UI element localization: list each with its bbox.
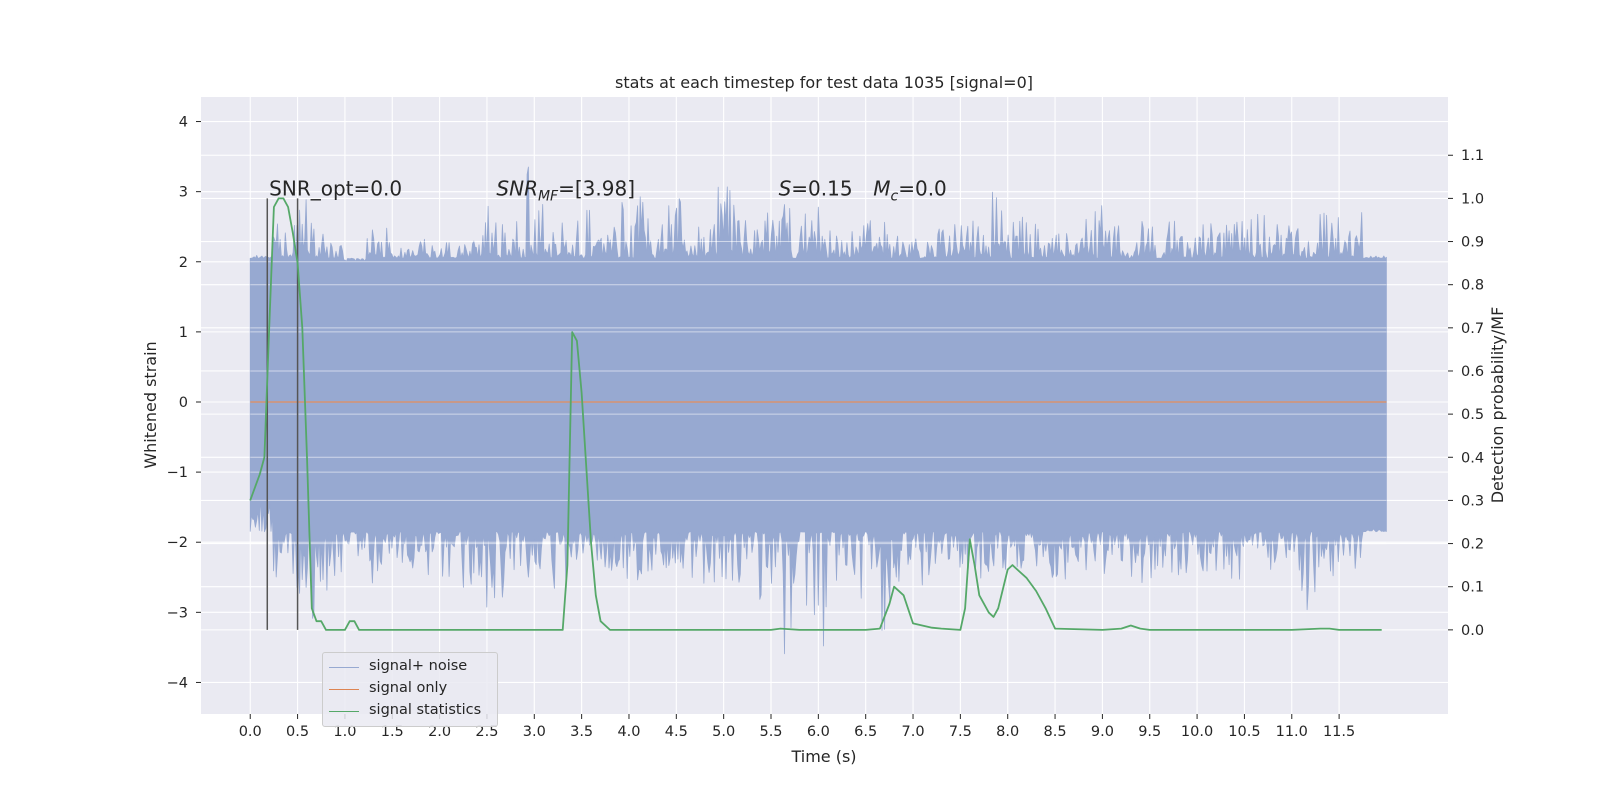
x-tick-label: 2.5: [475, 724, 498, 740]
y2-tick-label: 0.4: [1461, 450, 1484, 466]
y2-tick-label: 1.1: [1461, 148, 1484, 164]
x-tick-label: 11.5: [1323, 724, 1355, 740]
x-tick-label: 0.5: [286, 724, 309, 740]
y2-tick-label: 0.6: [1461, 364, 1484, 380]
legend-item-noise: signal+ noise: [323, 656, 497, 678]
annotation-mc-part: =0.0: [898, 176, 947, 200]
y-tick-label: −4: [167, 675, 188, 691]
signal-statistics-line: [249, 197, 1382, 631]
y2-tick-label: 0.2: [1461, 537, 1484, 553]
legend-item-signal: signal only: [323, 678, 497, 700]
x-tick-label: 6.5: [854, 724, 877, 740]
x-tick-label: 4.5: [665, 724, 688, 740]
annotation-mc-part: c: [891, 188, 899, 204]
x-axis-label: Time (s): [790, 747, 856, 766]
tick-layer: 0.0 0.5 1.0 1.5 2.0 2.5 3.0 3.5 4.0 4.5 5.0 5.5 6.0 6…: [167, 115, 1484, 740]
x-tick-label: 1.5: [381, 724, 404, 740]
annotation-snr-mf: SNRMF=[3.98]: [496, 176, 635, 204]
x-tick-label: 7.0: [901, 724, 924, 740]
legend-swatch-statistics: [329, 711, 359, 712]
x-tick-label: 7.5: [949, 724, 972, 740]
x-tick-label: 2.0: [428, 724, 451, 740]
y-tick-label: −2: [167, 535, 188, 551]
y-tick-label: 2: [179, 255, 188, 271]
x-tick-label: 11.0: [1276, 724, 1308, 740]
annotation-mc-part: M: [873, 176, 890, 200]
legend-label-noise: signal+ noise: [369, 658, 468, 674]
x-tick-label: 3.5: [570, 724, 593, 740]
legend: signal+ noise signal only signal statist…: [322, 652, 498, 727]
noise-layer: [249, 166, 1387, 655]
x-tick-label: 10.0: [1181, 724, 1213, 740]
legend-swatch-noise: [329, 667, 359, 668]
y-tick-label: 4: [179, 115, 188, 131]
legend-item-statistics: signal statistics: [323, 700, 497, 722]
annotation-snr-mf-part: MF: [538, 188, 559, 204]
y-tick-label: 1: [179, 325, 188, 341]
line-layer: [249, 197, 1387, 631]
x-tick-label: 0.0: [239, 724, 262, 740]
y2-tick-label: 1.0: [1461, 191, 1484, 207]
y2-tick-label: 0.1: [1461, 580, 1484, 596]
noise-series-signal-plus-noise: [249, 166, 1387, 655]
x-tick-label: 8.0: [996, 724, 1019, 740]
x-tick-label: 1.0: [333, 724, 356, 740]
y2-tick-label: 0.9: [1461, 235, 1484, 251]
x-tick-label: 6.0: [807, 724, 830, 740]
y2-tick-label: 0.0: [1461, 623, 1484, 639]
y-tick-label: 0: [179, 395, 188, 411]
annotation-snr-mf-part: =[3.98]: [558, 176, 635, 200]
y2-tick-label: 0.7: [1461, 321, 1484, 337]
y-tick-label: −1: [167, 465, 188, 481]
legend-swatch-signal: [329, 689, 359, 690]
annotation-s-part: =0.15: [791, 176, 852, 200]
annotation-snr-mf-part: SNR: [496, 176, 538, 200]
annotation-mc: Mc=0.0: [873, 176, 947, 204]
y-axis-label: Whitened strain: [141, 341, 160, 468]
annotation-snr-opt: SNR_opt=0.0: [269, 176, 402, 200]
x-tick-label: 8.5: [1044, 724, 1067, 740]
x-tick-label: 5.5: [759, 724, 782, 740]
y2-tick-label: 0.8: [1461, 278, 1484, 294]
x-tick-label: 9.0: [1091, 724, 1114, 740]
y2-axis-label: Detection probability/MF: [1488, 307, 1507, 504]
y2-tick-label: 0.3: [1461, 493, 1484, 509]
y-tick-label: 3: [179, 185, 188, 201]
y2-tick-label: 0.5: [1461, 407, 1484, 423]
x-tick-label: 10.5: [1228, 724, 1260, 740]
x-tick-label: 9.5: [1138, 724, 1161, 740]
legend-label-signal: signal only: [369, 680, 448, 696]
x-tick-label: 4.0: [617, 724, 640, 740]
chart-title: stats at each timestep for test data 103…: [615, 73, 1033, 92]
x-tick-label: 3.0: [523, 724, 546, 740]
y-tick-label: −3: [167, 605, 188, 621]
legend-label-statistics: signal statistics: [369, 702, 482, 718]
annotation-s: S=0.15: [779, 176, 853, 200]
x-tick-label: 5.0: [712, 724, 735, 740]
annotation-layer: SNR_opt=0.0 SNRMF=[3.98] S=0.15 Mc=0.0: [269, 176, 947, 204]
annotation-s-part: S: [779, 176, 792, 200]
